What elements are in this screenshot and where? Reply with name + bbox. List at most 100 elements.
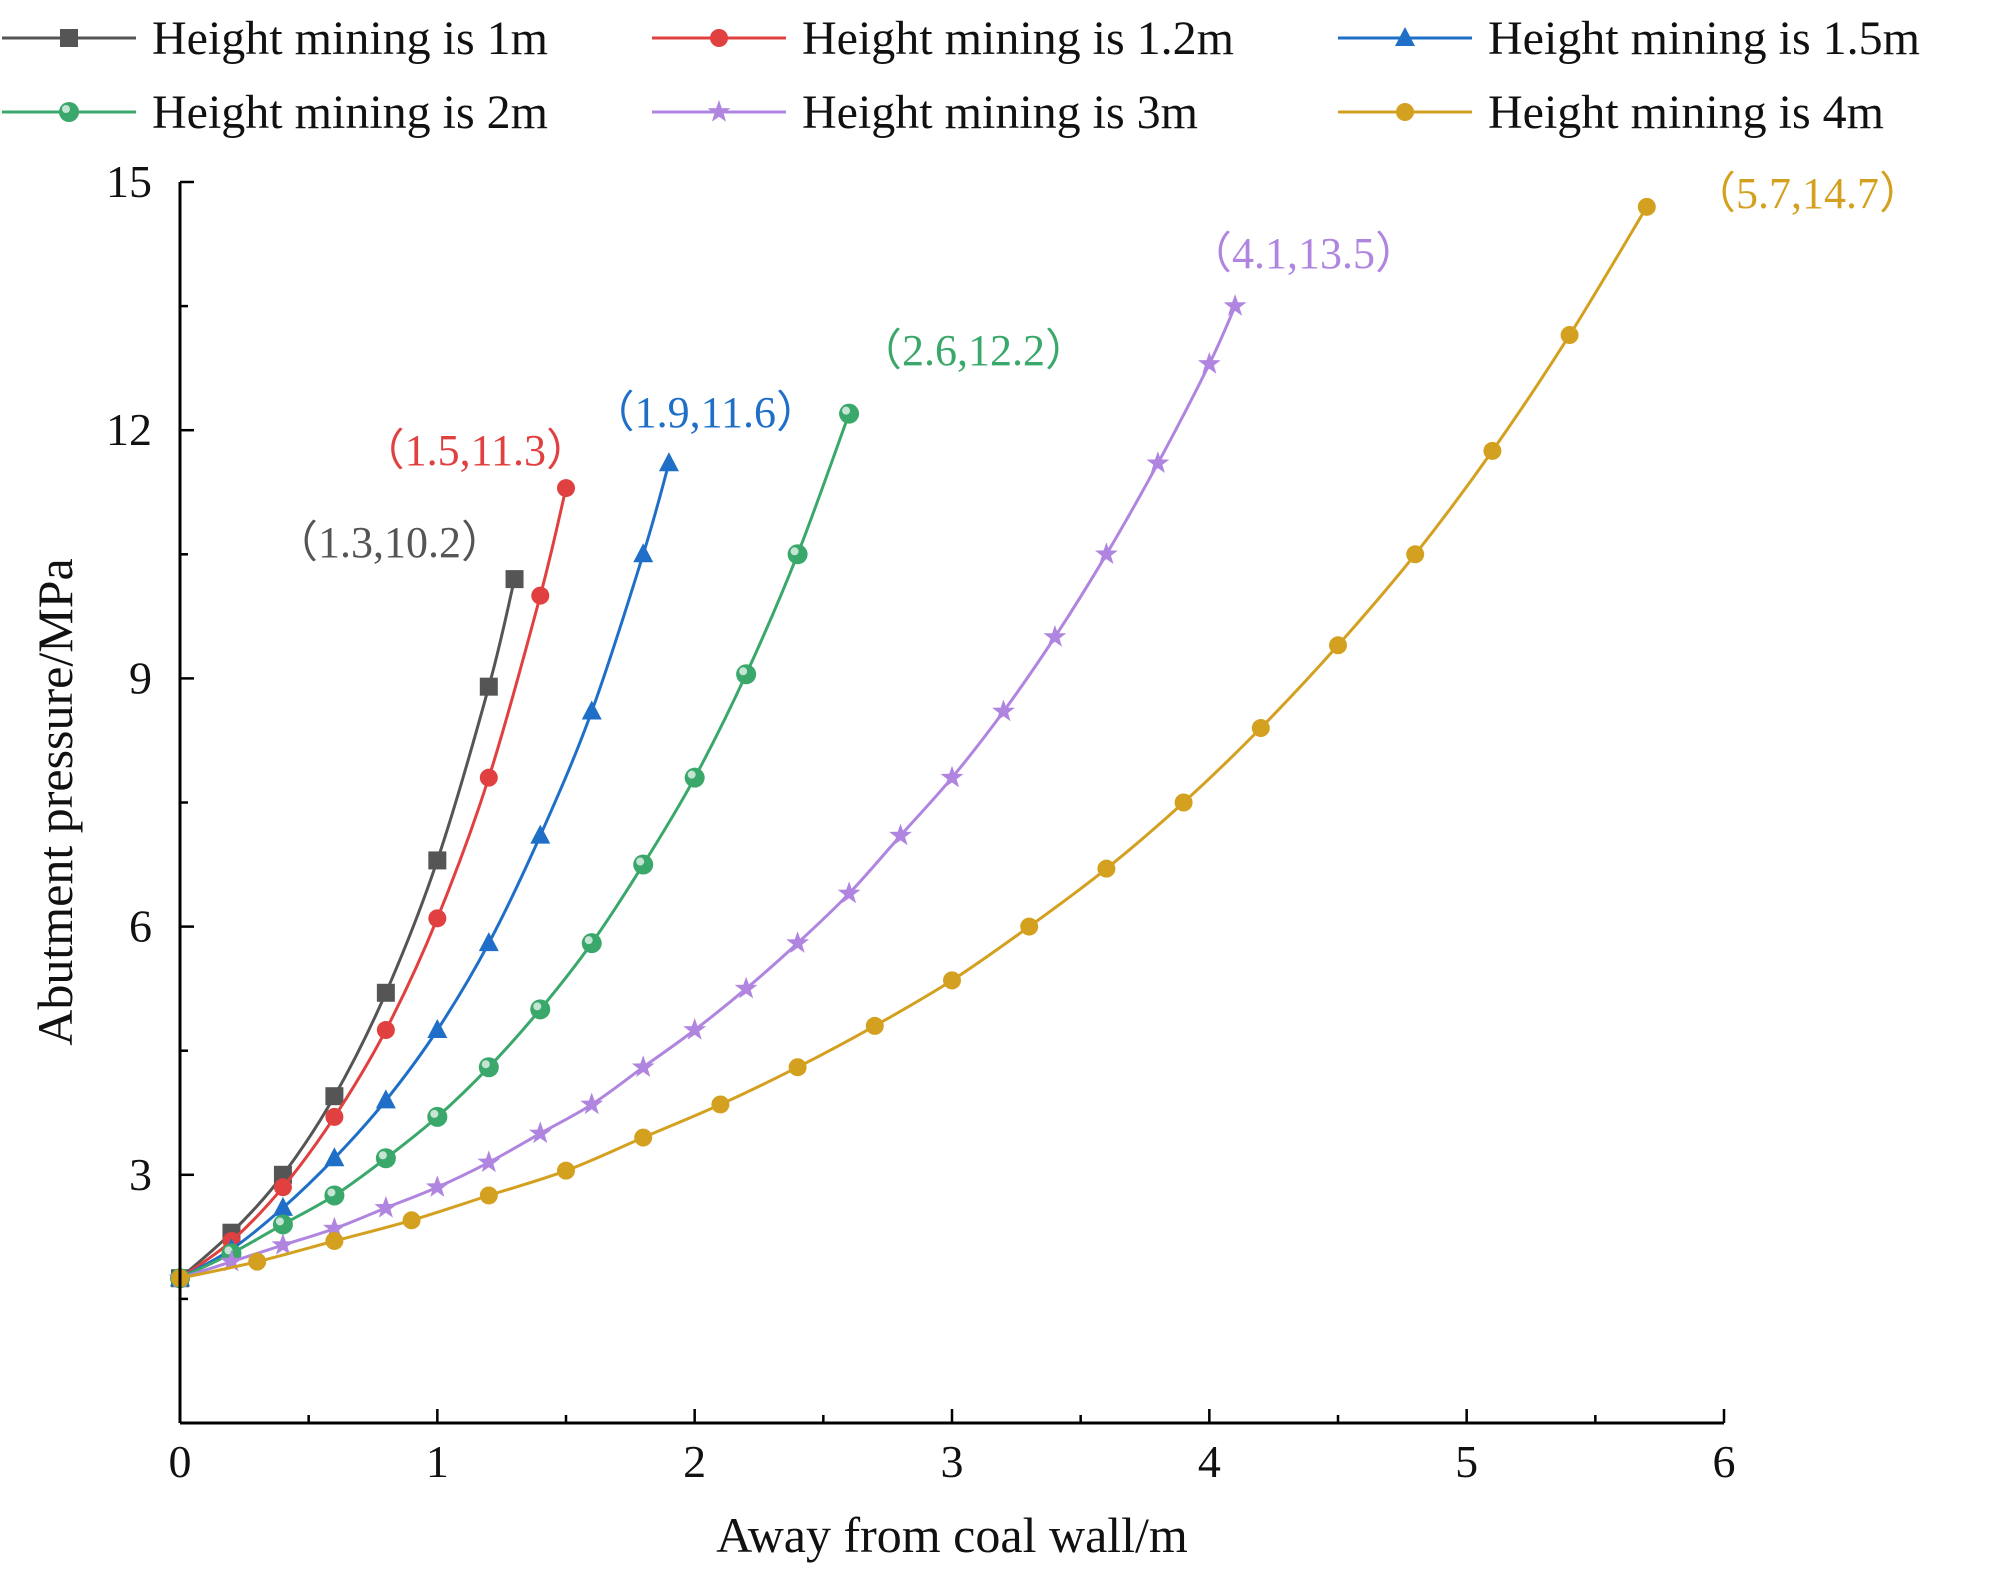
data-point — [1020, 917, 1039, 936]
data-label: （4.1,13.5） — [1188, 229, 1419, 278]
x-axis-label: Away from coal wall/m — [716, 1507, 1188, 1563]
data-point — [865, 1016, 884, 1035]
data-point — [1095, 542, 1118, 564]
y-axis-label: Abutment pressure/MPa — [27, 558, 83, 1045]
data-point — [477, 1150, 501, 1173]
data-point — [479, 677, 498, 696]
data-point — [786, 931, 809, 953]
data-point — [557, 1161, 575, 1180]
data-point — [271, 1233, 295, 1255]
data-point — [1406, 545, 1425, 564]
data-point — [837, 881, 861, 904]
data-point — [1097, 859, 1116, 878]
data-point — [634, 1128, 653, 1147]
data-point — [530, 824, 551, 844]
data-point — [528, 1121, 552, 1144]
legend-marker — [710, 29, 728, 47]
data-point — [427, 1019, 448, 1039]
series-6: （5.7,14.7） — [171, 169, 1923, 1288]
series-line — [179, 487, 568, 1280]
data-point — [734, 976, 758, 999]
data-point — [425, 1175, 449, 1197]
data-point — [1329, 636, 1347, 655]
data-point — [325, 1231, 344, 1250]
data-point — [633, 543, 654, 563]
series-3: （1.9,11.6） — [170, 388, 820, 1287]
x-tick-label: 6 — [1713, 1436, 1736, 1487]
data-point — [940, 765, 964, 788]
data-point — [324, 1185, 345, 1206]
series-line — [179, 305, 1237, 1280]
legend-item: Height mining is 3m — [652, 86, 1198, 139]
x-tick-label: 1 — [426, 1436, 449, 1487]
data-point — [1174, 793, 1193, 812]
data-point — [478, 932, 499, 952]
legend-marker — [1396, 103, 1414, 121]
data-point — [220, 1249, 243, 1272]
data-point — [273, 1178, 292, 1197]
legend-label: Height mining is 1m — [152, 12, 548, 65]
data-point — [1197, 352, 1221, 374]
series-line — [179, 578, 516, 1280]
data-point — [1251, 719, 1270, 738]
data-point — [530, 999, 551, 1020]
data-point — [631, 1055, 655, 1077]
plot-area: （1.3,10.2） （1.5,11.3）（1.9,11.6） （2.6,12.2）… — [168, 169, 1923, 1289]
data-point — [1637, 197, 1656, 216]
data-point — [325, 1107, 344, 1126]
data-label: （2.6,12.2） — [858, 326, 1089, 375]
data-point — [428, 909, 447, 928]
legend-label: Height mining is 3m — [802, 86, 1198, 139]
data-point — [788, 1058, 807, 1077]
data-point — [374, 1195, 398, 1218]
x-tick-label: 3 — [941, 1436, 964, 1487]
data-point — [1146, 451, 1170, 473]
data-label: （1.9,11.6） — [591, 388, 820, 437]
data-point — [505, 570, 524, 589]
data-point — [1483, 441, 1502, 460]
data-point — [787, 544, 808, 565]
data-point — [557, 479, 575, 498]
legend-item: Height mining is 1.5m — [1338, 12, 1920, 65]
series-line — [179, 413, 851, 1280]
legend-item: Height mining is 1.2m — [652, 12, 1234, 65]
legend-label: Height mining is 1.2m — [802, 12, 1234, 65]
data-point — [531, 586, 550, 605]
data-point — [581, 700, 602, 720]
series-line — [179, 462, 671, 1280]
x-tick-label: 0 — [169, 1436, 192, 1487]
data-point — [428, 851, 447, 870]
data-point — [580, 1092, 604, 1115]
data-label: （1.5,11.3） — [361, 426, 590, 475]
data-point — [478, 1057, 499, 1078]
data-point — [1223, 294, 1247, 316]
legend-marker — [60, 29, 78, 47]
data-point — [889, 823, 912, 846]
legend-item: Height mining is 1m — [2, 12, 548, 65]
y-tick-label: 6 — [129, 901, 152, 952]
data-point — [684, 767, 705, 788]
data-point — [581, 933, 602, 954]
data-point — [736, 664, 757, 685]
legend-label: Height mining is 2m — [152, 86, 548, 139]
data-point — [943, 971, 961, 990]
y-tick-label: 3 — [129, 1149, 152, 1200]
data-point — [711, 1095, 730, 1114]
x-tick-label: 4 — [1198, 1436, 1221, 1487]
data-point — [375, 1148, 396, 1169]
data-point — [1043, 625, 1067, 647]
x-tick-label: 2 — [683, 1436, 706, 1487]
y-tick-label: 15 — [106, 156, 152, 207]
legend-label: Height mining is 1.5m — [1488, 12, 1920, 65]
data-point — [402, 1211, 421, 1230]
data-point — [633, 854, 654, 875]
y-tick-label: 9 — [129, 652, 152, 703]
data-point — [272, 1214, 293, 1235]
data-point — [479, 1186, 498, 1205]
y-tick-label: 12 — [106, 404, 152, 455]
legend-marker — [59, 102, 79, 122]
data-point — [272, 1196, 293, 1216]
x-tick-label: 5 — [1455, 1436, 1478, 1487]
